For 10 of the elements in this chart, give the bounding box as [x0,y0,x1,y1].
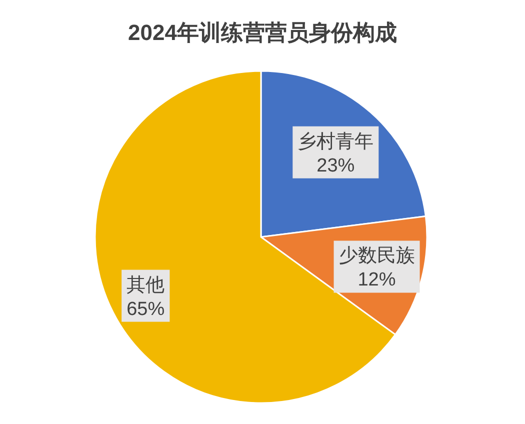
label: 少数民族 12% [334,240,420,293]
slice-label: 少数民族 [338,246,415,267]
chart-title: 2024年训练营营员身份构成 [128,20,397,45]
data-label: 12% [358,270,396,291]
data-label: 65% [126,298,165,320]
slice-label: 乡村青年 [298,131,374,152]
slice-label: 其他 [126,274,165,296]
label: 乡村青年 23% [292,126,379,178]
data-label: 23% [316,155,355,176]
label: 其他 65% [122,270,170,322]
